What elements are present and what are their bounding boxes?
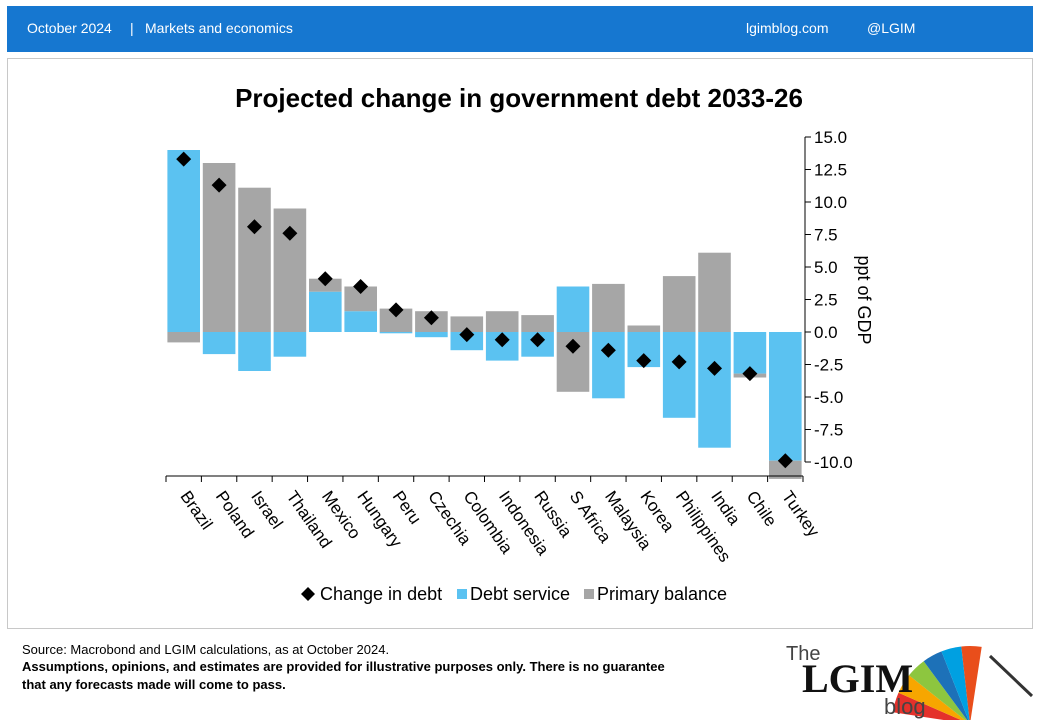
marker-change-in-debt-chile <box>742 366 758 382</box>
marker-change-in-debt-korea <box>636 353 652 369</box>
legend-diamond-marker <box>301 587 315 601</box>
y-tick-label: 2.5 <box>814 291 838 310</box>
logo-the: The <box>786 643 820 665</box>
bars-layer <box>167 150 802 479</box>
bar-debt-service-hungary <box>344 311 377 332</box>
bar-primary-balance-russia <box>521 315 554 332</box>
marker-change-in-debt-philippines <box>671 354 687 370</box>
x-tick-label: Brazil <box>176 487 216 533</box>
legend-swatch <box>457 589 467 599</box>
bar-debt-service-malaysia <box>592 332 625 399</box>
x-tick-label: Peru <box>389 487 425 527</box>
y-tick-label: 15.0 <box>814 128 847 147</box>
x-tick-label: Chile <box>743 487 781 530</box>
y-tick-label: 5.0 <box>814 258 838 277</box>
bar-debt-service-czechia <box>415 332 448 338</box>
marker-change-in-debt-peru <box>388 302 404 318</box>
y-axis-label: ppt of GDP <box>854 255 874 344</box>
header-separator: | <box>130 20 134 36</box>
marker-change-in-debt-hungary <box>353 279 369 294</box>
y-tick-label: -10.0 <box>814 453 853 472</box>
bar-debt-service-poland <box>202 332 236 355</box>
bar-debt-service-turkey <box>769 332 802 461</box>
lgim-blog-logo: The LGIM blog <box>786 643 1034 720</box>
umbrella-segment <box>923 651 969 720</box>
y-tick-label: 0.0 <box>814 323 838 342</box>
footer: Source: Macrobond and LGIM calculations,… <box>0 632 1040 720</box>
bar-debt-service-philippines <box>662 332 696 418</box>
bar-primary-balance-peru <box>379 308 413 332</box>
legend-label: Change in debt <box>320 584 442 604</box>
marker-change-in-debt-malaysia <box>600 342 616 358</box>
disclaimer-line-2: that any forecasts made will come to pas… <box>22 677 286 692</box>
bar-debt-service-peru <box>379 332 413 334</box>
bar-debt-service-mexico <box>309 291 342 332</box>
marker-change-in-debt-colombia <box>459 327 475 343</box>
header-bar: October 2024 | Markets and economics lgi… <box>7 6 1033 52</box>
umbrella-icon <box>892 646 1034 720</box>
bar-debt-service-india <box>698 332 731 448</box>
legend-label: Primary balance <box>597 584 727 604</box>
umbrella-segment <box>961 646 982 720</box>
chart: Projected change in government debt 2033… <box>165 83 874 604</box>
umbrella-handle <box>988 654 1034 698</box>
y-tick-label: 7.5 <box>814 226 838 245</box>
bar-primary-balance-turkey <box>769 460 802 479</box>
umbrella-segment <box>941 646 970 720</box>
logo-blog: blog <box>884 694 926 719</box>
chart-title: Projected change in government debt 2033… <box>235 83 803 113</box>
disclaimer-line-1: Assumptions, opinions, and estimates are… <box>22 659 665 674</box>
y-tick-label: -5.0 <box>814 388 843 407</box>
y-tick-label: -7.5 <box>814 421 843 440</box>
bar-primary-balance-korea <box>627 325 661 332</box>
bar-primary-balance-india <box>698 252 731 332</box>
bar-primary-balance-philippines <box>662 276 696 332</box>
marker-change-in-debt-poland <box>211 177 227 193</box>
marker-change-in-debt-indonesia <box>494 332 510 348</box>
marker-change-in-debt-thailand <box>282 225 298 241</box>
twitter-handle-link[interactable]: @LGIM <box>867 20 916 36</box>
source-note: Source: Macrobond and LGIM calculations,… <box>22 642 390 657</box>
marker-change-in-debt-india <box>707 360 723 376</box>
legend-label: Debt service <box>470 584 570 604</box>
bar-debt-service-israel <box>238 332 271 371</box>
marker-change-in-debt-russia <box>530 332 546 348</box>
marker-change-in-debt-mexico <box>317 271 333 287</box>
marker-change-in-debt-israel <box>246 219 262 235</box>
site-link[interactable]: lgimblog.com <box>746 20 829 36</box>
legend-swatch <box>584 589 594 599</box>
legend: Change in debt Debt service Primary balanc… <box>301 584 727 604</box>
marker-change-in-debt-s-africa <box>565 338 581 354</box>
x-tick-label: Turkey <box>778 487 823 540</box>
bar-debt-service-thailand <box>273 332 307 357</box>
marker-change-in-debt-brazil <box>176 151 192 167</box>
y-tick-label: -2.5 <box>814 356 843 375</box>
umbrella-segment <box>898 675 965 720</box>
marker-change-in-debt-czechia <box>423 310 439 326</box>
bar-primary-balance-israel <box>238 187 271 332</box>
bar-primary-balance-colombia <box>450 316 484 332</box>
marker-change-in-debt-turkey <box>777 453 793 469</box>
markers-layer <box>176 151 793 469</box>
bar-primary-balance-malaysia <box>592 283 625 332</box>
bar-debt-service-s-africa <box>556 286 590 332</box>
umbrella-segment <box>892 692 961 720</box>
bar-primary-balance-indonesia <box>485 311 519 332</box>
y-tick-label: 12.5 <box>814 161 847 180</box>
header-date: October 2024 <box>27 20 112 36</box>
header-section-link[interactable]: Markets and economics <box>145 20 293 36</box>
bar-debt-service-brazil <box>167 150 200 332</box>
umbrella-segment <box>909 661 968 720</box>
y-tick-label: 10.0 <box>814 193 847 212</box>
logo-name: LGIM <box>802 656 913 701</box>
bar-primary-balance-brazil <box>167 332 200 343</box>
